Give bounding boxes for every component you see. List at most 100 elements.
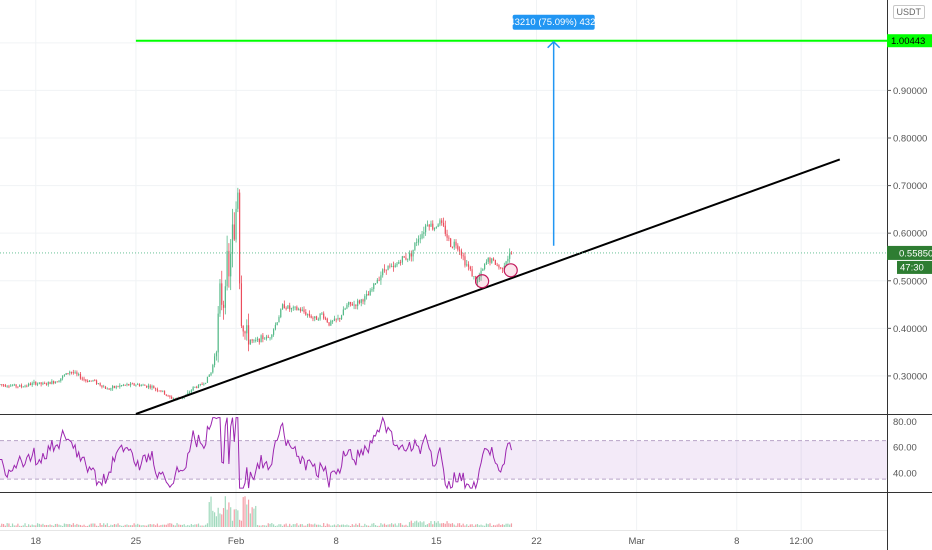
candle-body: [353, 304, 355, 306]
volume-bar: [330, 525, 332, 527]
volume-bar: [190, 523, 192, 527]
volume-bar: [26, 525, 28, 527]
volume-bar: [312, 524, 314, 527]
volume-bar: [180, 524, 182, 527]
candle-body: [81, 378, 83, 380]
volume-bar: [181, 524, 184, 527]
volume-bar: [398, 523, 400, 527]
candle-body: [36, 383, 39, 385]
volume-bar: [407, 525, 409, 527]
candle-body: [151, 386, 153, 388]
candle-body: [439, 220, 441, 225]
candle-body: [417, 239, 420, 243]
candle-body: [17, 386, 19, 388]
candle-body: [280, 309, 282, 318]
volume-bar: [142, 525, 144, 527]
volume-bar: [383, 523, 386, 527]
candle-body: [85, 379, 87, 382]
volume-bar: [4, 525, 6, 527]
volume-bar: [135, 524, 137, 527]
candle-body: [54, 381, 57, 384]
volume-bar: [469, 524, 471, 527]
volume-bar: [319, 524, 321, 527]
volume-bar: [308, 523, 310, 527]
candle-body: [290, 308, 293, 310]
candle-body: [296, 306, 298, 310]
target-level-tag: [887, 34, 932, 48]
candle-body: [337, 318, 339, 320]
candle-body: [428, 224, 430, 227]
volume-bar: [344, 525, 346, 527]
candle-body: [221, 283, 223, 305]
candle-body: [142, 384, 144, 386]
candle-body: [433, 227, 436, 230]
volume-bar: [478, 525, 480, 527]
volume-bar: [203, 525, 205, 527]
candle-body: [104, 386, 107, 389]
candle-body: [249, 339, 251, 345]
volume-bar: [122, 525, 124, 527]
volume-bar: [510, 523, 513, 527]
candle-body: [22, 386, 24, 388]
candle-body: [380, 275, 382, 281]
volume-bar: [249, 513, 251, 527]
candle-body: [303, 309, 305, 313]
volume-bar: [24, 523, 26, 527]
volume-bar: [480, 524, 482, 527]
volume-bar: [167, 523, 169, 527]
volume-bar: [8, 523, 10, 527]
candle-body: [435, 226, 437, 228]
current-price-tag: [887, 245, 932, 260]
candle-body: [67, 373, 69, 374]
volume-bar: [240, 520, 243, 527]
volume-bar: [265, 525, 268, 527]
volume-bar: [471, 524, 473, 527]
price-axis-label: 0.80000: [893, 134, 927, 145]
candle-body: [394, 265, 396, 268]
volume-bar: [498, 523, 500, 527]
volume-bar: [280, 524, 282, 527]
candle-body: [53, 381, 55, 384]
volume-bar: [332, 525, 334, 527]
candle-body: [276, 322, 278, 325]
candle-body: [2, 384, 5, 386]
volume-bar: [101, 525, 103, 527]
candle-body: [44, 383, 46, 384]
volume-bar: [83, 524, 85, 527]
candle-body: [441, 220, 443, 223]
candle-body: [444, 225, 446, 234]
candle-body: [197, 384, 200, 388]
volume-bar: [44, 525, 46, 527]
candle-body: [42, 383, 44, 385]
currency-label[interactable]: USDT: [892, 5, 925, 19]
candle-body: [239, 192, 241, 284]
candle-body: [432, 223, 434, 230]
candle-body: [437, 224, 439, 227]
candle-body: [423, 232, 425, 234]
volume-bar: [78, 524, 80, 527]
volume-bar: [121, 525, 123, 527]
candle-body: [231, 224, 234, 254]
candle-body: [244, 331, 246, 334]
candle-body: [260, 335, 262, 343]
candle-body: [385, 269, 387, 271]
volume-bar: [0, 525, 1, 527]
volume-bar: [509, 524, 511, 527]
rsi-line: [0, 416, 512, 490]
candle-body: [208, 375, 210, 377]
volume-bar: [437, 521, 439, 527]
candle-body: [169, 395, 171, 397]
candle-body: [314, 316, 316, 319]
volume-bar: [298, 525, 300, 527]
volume-bar: [217, 507, 219, 527]
candle-body: [264, 338, 266, 340]
candle-body: [491, 258, 493, 263]
candle-body: [319, 313, 321, 320]
candle-body: [253, 340, 255, 342]
candle-body: [79, 374, 82, 379]
volume-bar: [448, 523, 450, 527]
candle-body: [226, 250, 228, 287]
candle-body: [408, 253, 411, 259]
volume-bar: [129, 525, 132, 527]
